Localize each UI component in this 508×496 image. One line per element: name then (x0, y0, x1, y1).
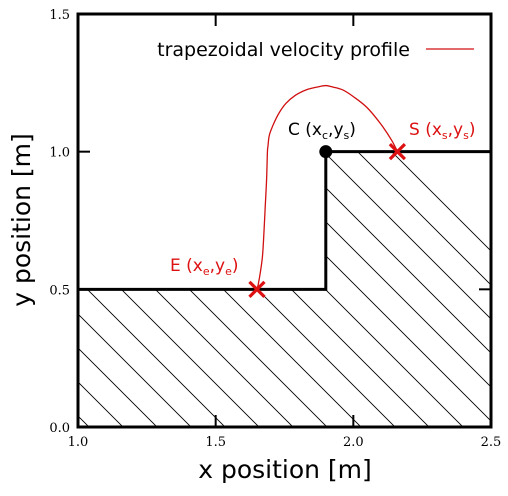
hatch-line (461, 290, 491, 320)
hatch-line (87, 290, 226, 427)
step-profile-line (78, 150, 491, 291)
hatch-line (155, 290, 294, 427)
legend: trapezoidal velocity profile (157, 39, 474, 61)
axis-ticks: 1.0 1.5 2.0 2.5 0.0 0.5 1.0 1.5 (49, 8, 501, 450)
hatch-line (427, 290, 491, 354)
hatch-line (68, 100, 468, 496)
y-tick-label: 0.5 (49, 283, 70, 298)
plot-frame (76, 12, 493, 429)
point-c-marker (319, 145, 333, 159)
y-tick-label: 1.5 (49, 8, 70, 23)
hatch-line (325, 290, 464, 427)
hatch-line (357, 152, 491, 286)
point-label-e: E (xe,ye) (170, 256, 239, 278)
x-tick-label: 2.0 (343, 435, 364, 450)
cross-stroke (388, 143, 407, 161)
hatch-line (306, 100, 508, 496)
point-e-marker (248, 280, 266, 298)
y-tick-label: 0.0 (49, 421, 70, 436)
hatch-lower (78, 100, 508, 496)
x-tick-label: 1.5 (205, 435, 226, 450)
hatch-line (102, 100, 502, 496)
y-tick-label: 1.0 (49, 146, 70, 161)
hatch-line (223, 290, 362, 427)
point-labels: C (xc,ys) S (xs,ys) E (xe,ye) (170, 120, 475, 278)
hatch-line (257, 290, 396, 427)
x-tick-label: 1.0 (68, 435, 89, 450)
cross-stroke (248, 280, 266, 298)
hatch-line (359, 290, 491, 422)
hatch-line (121, 290, 260, 427)
hatch-line (291, 290, 430, 427)
hatch-line (325, 186, 429, 290)
y-axis-title: y position [m] (7, 133, 36, 307)
x-tick-label: 2.5 (481, 435, 502, 450)
hatch-line (391, 152, 491, 252)
point-s-marker (388, 143, 407, 161)
hatch-line (393, 290, 491, 388)
series-path-line (256, 84, 398, 290)
hatch-line (0, 100, 298, 496)
point-label-c: C (xc,ys) (288, 120, 356, 142)
legend-label: trapezoidal velocity profile (157, 39, 410, 61)
hatch-line (34, 100, 434, 496)
hatch-line (325, 152, 463, 290)
hatch-line (189, 290, 328, 427)
point-markers (248, 143, 407, 298)
hatched-region (0, 100, 508, 496)
hatch-line (325, 288, 327, 290)
hatch-upper (0, 100, 502, 496)
point-label-s: S (xs,ys) (409, 120, 475, 142)
x-axis-title: x position [m] (198, 455, 372, 484)
